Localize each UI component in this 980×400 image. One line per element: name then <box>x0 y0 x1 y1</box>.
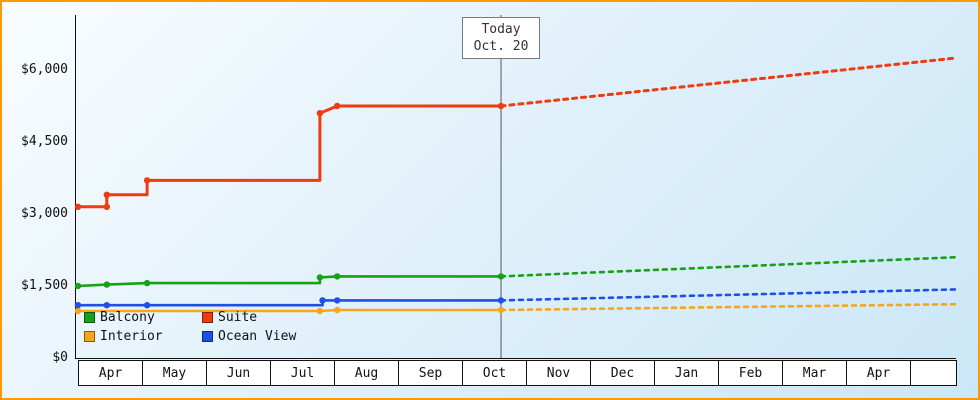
series-marker-ocean-view <box>143 302 151 309</box>
x-axis-month-cell: Oct <box>462 360 527 386</box>
legend-swatch-icon <box>202 331 213 342</box>
x-axis-month-cell: Jan <box>654 360 719 386</box>
today-marker-label: Today Oct. 20 <box>462 17 541 59</box>
series-marker-suite <box>143 177 151 184</box>
x-axis-month-cell: Feb <box>718 360 783 386</box>
series-line-balcony <box>76 275 503 288</box>
today-label-line2: Oct. 20 <box>473 39 529 54</box>
legend-item: Suite <box>202 310 296 325</box>
y-axis-tick-label: $4,500 <box>21 134 68 149</box>
x-axis-month-cell <box>910 360 957 386</box>
series-line-interior <box>76 308 503 313</box>
y-axis-tick-label: $3,000 <box>21 206 68 221</box>
legend-swatch-icon <box>202 312 213 323</box>
series-projection-interior <box>499 302 958 312</box>
x-axis-month-cell: Aug <box>334 360 399 386</box>
legend-swatch-icon <box>84 312 95 323</box>
x-axis-month-cell: Sep <box>398 360 463 386</box>
series-marker-suite <box>103 203 111 210</box>
series-marker-interior <box>74 307 82 315</box>
series-marker-suite <box>74 203 82 210</box>
legend: Balcony Suite Interior Ocean View <box>84 310 296 344</box>
series-marker-balcony <box>497 273 505 280</box>
series-projection-ocean-view <box>499 288 958 302</box>
series-line-ocean-view <box>76 299 503 307</box>
legend-label: Interior <box>100 329 163 344</box>
series-marker-ocean-view <box>334 297 341 304</box>
x-axis-month-cell: Apr <box>846 360 911 386</box>
x-axis-month-cell: Nov <box>526 360 591 386</box>
legend-item: Balcony <box>84 310 202 325</box>
series-marker-suite <box>316 110 324 117</box>
legend-swatch-icon <box>84 331 95 342</box>
series-marker-balcony <box>316 274 324 281</box>
x-axis-month-cell: Jun <box>206 360 271 386</box>
x-axis-month-cell: Mar <box>782 360 847 386</box>
series-line-suite <box>76 104 503 209</box>
series-marker-ocean-view <box>74 302 82 309</box>
series-marker-interior <box>316 307 324 315</box>
y-axis-tick-label: $1,500 <box>21 278 68 293</box>
series-marker-ocean-view <box>103 302 111 309</box>
legend-item: Ocean View <box>202 329 296 344</box>
series-projection-suite <box>499 56 958 108</box>
legend-label: Ocean View <box>218 329 297 344</box>
series-marker-interior <box>334 306 341 314</box>
x-axis-month-row: Apr May Jun Jul Aug Sep Oct Nov Dec Jan Feb Mar Apr <box>2 360 978 388</box>
legend-label: Balcony <box>100 310 155 325</box>
legend-label: Suite <box>218 310 258 325</box>
series-marker-balcony <box>143 279 151 287</box>
x-axis-month-cell: May <box>142 360 207 386</box>
x-axis-month-cell: Dec <box>590 360 655 386</box>
series-marker-suite <box>103 191 111 198</box>
series-marker-suite <box>334 102 341 110</box>
series-projection-balcony <box>499 255 958 278</box>
legend-item: Interior <box>84 329 202 344</box>
y-axis-tick-label: $0 <box>52 350 68 365</box>
series-marker-balcony <box>334 273 341 280</box>
today-label-line1: Today <box>481 22 521 37</box>
y-axis-tick-label: $6,000 <box>21 62 68 77</box>
series-marker-balcony <box>74 282 82 290</box>
series-marker-ocean-view <box>497 297 505 304</box>
series-marker-ocean-view <box>319 297 326 304</box>
series-marker-interior <box>497 306 505 314</box>
x-axis-month-cell: Jul <box>270 360 335 386</box>
series-marker-suite <box>497 102 505 110</box>
series-marker-balcony <box>103 281 111 288</box>
x-axis-month-cell: Apr <box>78 360 143 386</box>
